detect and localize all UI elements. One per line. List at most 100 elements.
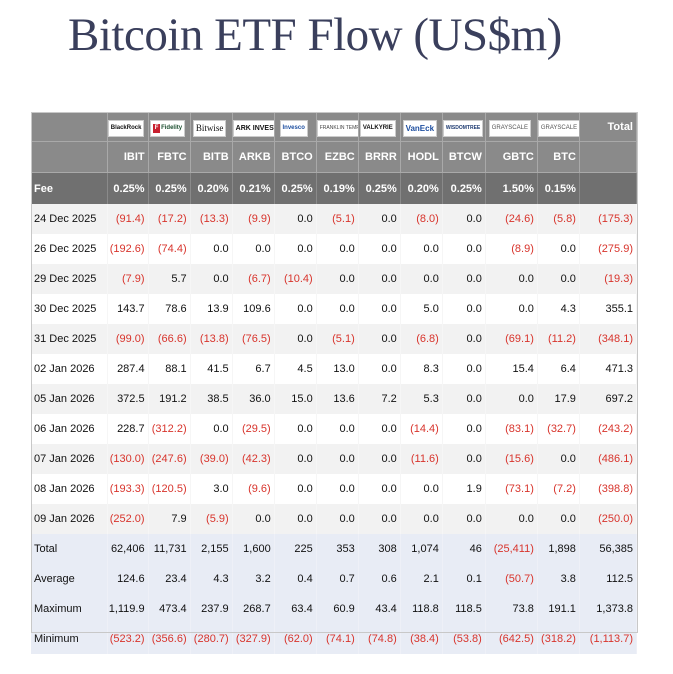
flow-cell: (6.7) [232,264,275,294]
flow-cell: 0.0 [358,474,401,504]
flow-cell: 0.0 [274,324,317,354]
logo-text: Invesco [282,125,305,131]
flow-cell: (74.4) [148,234,191,264]
flow-cell: (5.1) [316,204,359,234]
flow-cell: 4.5 [274,354,317,384]
flow-cell: 355.1 [579,294,638,324]
flow-cell: 0.0 [537,234,580,264]
ticker-header: GBTC [485,141,538,173]
ticker-header: HODL [400,141,443,173]
summary-cell: (1,113.7) [579,624,638,654]
logo-cell: ARK INVEST [232,112,275,142]
summary-cell: 225 [274,534,317,564]
flow-cell: 0.0 [442,504,486,534]
flow-cell: (42.3) [232,444,275,474]
flow-cell: (19.3) [579,264,638,294]
table-row: 06 Jan 2026 228.7 (312.2) 0.0 (29.5) 0.0 0.0 0.… [31,414,638,444]
ticker-header: BTC [537,141,580,173]
flow-cell: 228.7 [107,414,149,444]
table-row: 08 Jan 2026 (193.3) (120.5) 3.0 (9.6) 0.0 0.0 0… [31,474,638,504]
logo-cell: WISDOMTREE [442,112,486,142]
summary-cell: 46 [442,534,486,564]
table-row: 24 Dec 2025 (91.4) (17.2) (13.3) (9.9) 0.0 (5.… [31,204,638,234]
flow-cell: 13.6 [316,384,359,414]
date-cell: 08 Jan 2026 [31,474,108,504]
logo-cell: Bitwise [190,112,233,142]
ticker-header: ARKB [232,141,275,173]
flow-cell: 0.0 [316,294,359,324]
fee-cell: 0.25% [274,172,317,204]
summary-cell: (74.1) [316,624,359,654]
flow-cell: (69.1) [485,324,538,354]
summary-cell: 23.4 [148,564,191,594]
summary-cell: (25,411) [485,534,538,564]
date-cell: 07 Jan 2026 [31,444,108,474]
fee-cell: 0.25% [148,172,191,204]
summary-label: Maximum [31,594,108,624]
logo-cell: VALKYRIE [358,112,401,142]
flow-cell: (348.1) [579,324,638,354]
table-row: 09 Jan 2026 (252.0) 7.9 (5.9) 0.0 0.0 0.0 0.0 0.… [31,504,638,534]
flow-cell: 5.0 [400,294,443,324]
ticker-total-cell [579,141,638,173]
date-cell: 24 Dec 2025 [31,204,108,234]
flow-cell: (73.1) [485,474,538,504]
flow-cell: (76.5) [232,324,275,354]
flow-cell: 0.0 [358,354,401,384]
summary-cell: 73.8 [485,594,538,624]
summary-row: Total 62,406 11,731 2,155 1,600 225 353 308 1,07… [31,534,638,564]
flow-cell: 0.0 [274,234,317,264]
logo-corner-cell [31,112,108,142]
flow-cell: 287.4 [107,354,149,384]
flow-cell: 6.7 [232,354,275,384]
flow-cell: 0.0 [316,234,359,264]
flow-cell: (130.0) [107,444,149,474]
flow-cell: (247.6) [148,444,191,474]
fee-cell: 0.19% [316,172,359,204]
fidelity-logo: F Fidelity [150,120,186,137]
fee-cell: 0.15% [537,172,580,204]
flow-cell: (91.4) [107,204,149,234]
summary-cell: (523.2) [107,624,149,654]
flow-cell: 38.5 [190,384,233,414]
flow-cell: 0.0 [537,264,580,294]
logo-text: Fidelity [161,125,183,131]
flow-cell: (8.0) [400,204,443,234]
flow-cell: (14.4) [400,414,443,444]
flow-cell: 0.0 [442,354,486,384]
flow-cell: 0.0 [274,294,317,324]
flow-cell: 41.5 [190,354,233,384]
flow-cell: 0.0 [400,264,443,294]
date-cell: 31 Dec 2025 [31,324,108,354]
flow-cell: (5.1) [316,324,359,354]
fee-cell: 1.50% [485,172,538,204]
flow-cell: 78.6 [148,294,191,324]
flow-cell: 0.0 [537,444,580,474]
summary-cell: 4.3 [190,564,233,594]
date-cell: 09 Jan 2026 [31,504,108,534]
flow-cell: 88.1 [148,354,191,384]
page-title: Bitcoin ETF Flow (US$m) [68,9,562,61]
flow-cell: 0.0 [400,504,443,534]
flow-cell: (193.3) [107,474,149,504]
flow-cell: 0.0 [274,204,317,234]
franklin-templeton-logo: FRANKLIN TEMPLETON [316,120,358,137]
flow-cell: 191.2 [148,384,191,414]
flow-cell: (17.2) [148,204,191,234]
table-row: 31 Dec 2025 (99.0) (66.6) (13.8) (76.5) 0.0 (5… [31,324,638,354]
summary-cell: 308 [358,534,401,564]
date-cell: 26 Dec 2025 [31,234,108,264]
flow-cell: (11.6) [400,444,443,474]
flow-cell: 0.0 [316,474,359,504]
table-row: 07 Jan 2026 (130.0) (247.6) (39.0) (42.3) 0.0… [31,444,638,474]
ticker-header: BTCW [442,141,486,173]
table-row: 30 Dec 2025 143.7 78.6 13.9 109.6 0.0 0.0 0.0 5.… [31,294,638,324]
table-row: 05 Jan 2026 372.5 191.2 38.5 36.0 15.0 13.6 7.2… [31,384,638,414]
vaneck-logo: VanEck [402,120,438,137]
summary-cell: (53.8) [442,624,486,654]
flow-cell: 0.0 [358,234,401,264]
fee-total-cell [579,172,638,204]
flow-cell: (13.8) [190,324,233,354]
summary-cell: 63.4 [274,594,317,624]
flow-cell: 0.0 [442,444,486,474]
